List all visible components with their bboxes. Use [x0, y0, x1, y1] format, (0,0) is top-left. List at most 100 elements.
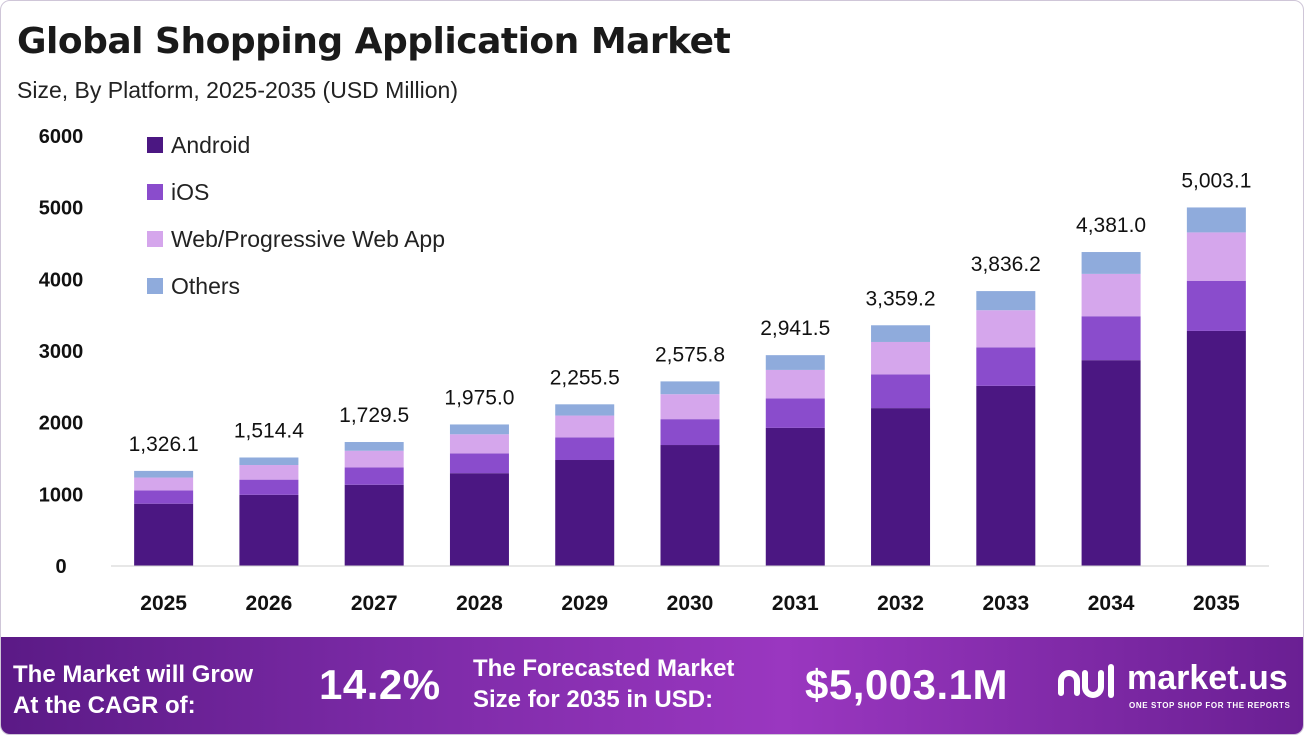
- bars: [134, 207, 1246, 566]
- forecast-value: $5,003.1M: [805, 661, 1008, 708]
- market-us-logo-icon: [1058, 664, 1114, 698]
- total-label: 3,359.2: [866, 287, 936, 310]
- bar-segment-android: [976, 385, 1036, 566]
- chart-subtitle: Size, By Platform, 2025-2035 (USD Millio…: [17, 77, 458, 103]
- bar-segment-others: [555, 404, 615, 416]
- bar-segment-ios: [1081, 316, 1141, 361]
- bar-segment-android: [239, 494, 299, 566]
- bar-segment-web-progressive-web-app: [555, 415, 615, 438]
- bar-segment-web-progressive-web-app: [1186, 232, 1246, 281]
- bar-segment-web-progressive-web-app: [344, 450, 404, 468]
- legend-label: Android: [171, 132, 250, 158]
- total-label: 1,729.5: [339, 404, 409, 427]
- bar-segment-others: [134, 470, 194, 478]
- y-axis: 0 1000 2000 3000 4000 5000 6000: [39, 126, 84, 578]
- y-tick-label: 6000: [39, 126, 84, 148]
- bar-segment-web-progressive-web-app: [239, 465, 299, 480]
- bar-segment-ios: [976, 347, 1036, 386]
- total-label: 5,003.1: [1181, 169, 1251, 192]
- total-label: 1,326.1: [129, 433, 199, 456]
- bar-segment-ios: [449, 453, 509, 474]
- cagr-label-line2: At the CAGR of:: [13, 692, 196, 719]
- total-labels: 1,326.1 1,514.4 1,729.5 1,975.0 2,255.5 2,575…: [129, 169, 1252, 456]
- x-tick-label: 2025: [140, 592, 187, 615]
- bar-segment-android: [1186, 330, 1246, 566]
- bar-segment-others: [239, 457, 299, 466]
- x-tick-label: 2032: [877, 592, 924, 615]
- bar-segment-web-progressive-web-app: [449, 434, 509, 454]
- x-tick-label: 2030: [667, 592, 714, 615]
- total-label: 1,514.4: [234, 419, 304, 442]
- bar-segment-android: [555, 460, 615, 566]
- footer-banner: The Market will Grow At the CAGR of: 14.…: [1, 637, 1303, 734]
- brand-logo: market.us ONE STOP SHOP FOR THE REPORTS: [1057, 659, 1297, 719]
- chart-title: Global Shopping Application Market: [17, 21, 731, 62]
- brand-name: market.us: [1127, 659, 1288, 697]
- x-tick-label: 2029: [561, 592, 608, 615]
- bar-segment-ios: [765, 398, 825, 428]
- x-tick-label: 2034: [1088, 592, 1135, 615]
- legend-label: Others: [171, 273, 240, 299]
- bar-segment-ios: [239, 479, 299, 495]
- legend-swatch: [147, 137, 163, 153]
- bar-segment-android: [344, 484, 404, 566]
- cagr-value: 14.2%: [319, 661, 441, 708]
- y-tick-label: 3000: [39, 341, 84, 363]
- forecast-label-line1: The Forecasted Market: [473, 655, 735, 682]
- x-tick-label: 2027: [351, 592, 398, 615]
- x-tick-label: 2028: [456, 592, 503, 615]
- bar-segment-web-progressive-web-app: [765, 369, 825, 399]
- bar-segment-others: [660, 381, 720, 395]
- legend-swatch: [147, 278, 163, 294]
- bar-segment-web-progressive-web-app: [134, 477, 194, 491]
- cagr-label-line1: The Market will Grow: [13, 661, 254, 688]
- bar-segment-others: [449, 424, 509, 435]
- x-tick-label: 2026: [246, 592, 293, 615]
- x-tick-label: 2035: [1193, 592, 1240, 615]
- bar-segment-ios: [660, 419, 720, 446]
- bar-segment-others: [344, 442, 404, 451]
- legend-label: Web/Progressive Web App: [171, 226, 445, 252]
- legend-label: iOS: [171, 179, 209, 205]
- bar-segment-ios: [1186, 280, 1246, 331]
- total-label: 2,941.5: [760, 317, 830, 340]
- bar-segment-others: [1081, 252, 1141, 274]
- bar-segment-others: [1186, 207, 1246, 233]
- legend-swatch: [147, 231, 163, 247]
- bar-segment-web-progressive-web-app: [1081, 273, 1141, 317]
- y-tick-label: 5000: [39, 198, 84, 220]
- brand-tagline: ONE STOP SHOP FOR THE REPORTS: [1129, 701, 1291, 710]
- forecast-label-line2: Size for 2035 in USD:: [473, 686, 714, 713]
- total-label: 2,255.5: [550, 366, 620, 389]
- bar-segment-web-progressive-web-app: [660, 394, 720, 420]
- y-tick-label: 2000: [39, 413, 84, 435]
- total-label: 2,575.8: [655, 343, 725, 366]
- bar-segment-others: [871, 325, 931, 342]
- bar-segment-android: [871, 408, 931, 566]
- total-label: 3,836.2: [971, 253, 1041, 276]
- legend: Android iOS Web/Progressive Web App Others: [147, 132, 445, 299]
- x-tick-label: 2031: [772, 592, 819, 615]
- bar-segment-android: [765, 427, 825, 566]
- bar-segment-web-progressive-web-app: [976, 310, 1036, 348]
- x-axis: 2025 2026 2027 2028 2029 2030 2031 2032 2033 2034…: [111, 565, 1269, 615]
- bar-segment-others: [765, 355, 825, 370]
- bar-segment-web-progressive-web-app: [871, 341, 931, 375]
- bar-segment-android: [660, 445, 720, 566]
- x-tick-label: 2033: [982, 592, 1029, 615]
- bar-segment-android: [134, 503, 194, 566]
- forecast-label: The Forecasted Market Size for 2035 in U…: [473, 653, 734, 715]
- y-tick-label: 0: [55, 556, 66, 578]
- bar-segment-android: [1081, 360, 1141, 566]
- bar-segment-ios: [555, 437, 615, 461]
- total-label: 4,381.0: [1076, 214, 1146, 237]
- bar-segment-ios: [871, 374, 931, 409]
- cagr-label: The Market will Grow At the CAGR of:: [13, 659, 253, 721]
- bar-segment-others: [976, 291, 1036, 311]
- bar-segment-ios: [344, 467, 404, 485]
- y-tick-label: 4000: [39, 269, 84, 291]
- bar-segment-ios: [134, 490, 194, 504]
- y-tick-label: 1000: [39, 484, 84, 506]
